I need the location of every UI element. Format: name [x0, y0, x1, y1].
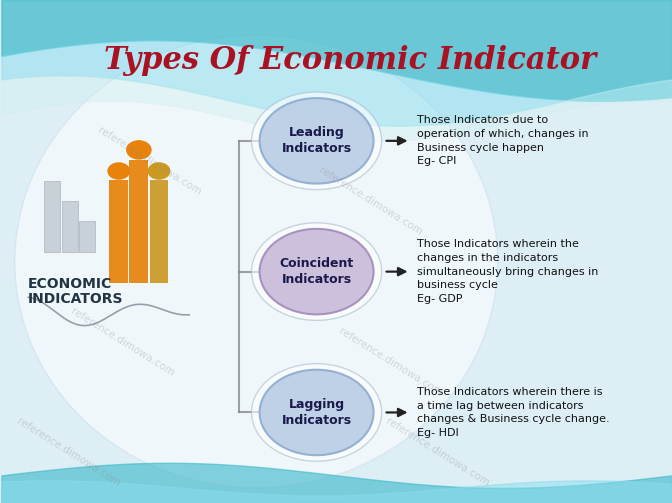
Circle shape: [108, 163, 130, 179]
Text: Types Of Economic Indicator: Types Of Economic Indicator: [104, 45, 596, 76]
Text: reference.dimowa.com: reference.dimowa.com: [69, 306, 175, 378]
FancyBboxPatch shape: [150, 180, 169, 283]
FancyBboxPatch shape: [79, 221, 95, 252]
Text: Lagging
Indicators: Lagging Indicators: [282, 398, 351, 427]
Text: reference.dimowa.com: reference.dimowa.com: [337, 326, 444, 398]
Circle shape: [259, 370, 374, 455]
Circle shape: [259, 98, 374, 184]
Text: ECONOMIC: ECONOMIC: [28, 277, 112, 291]
FancyBboxPatch shape: [62, 201, 78, 252]
FancyBboxPatch shape: [44, 181, 60, 252]
Circle shape: [127, 141, 151, 159]
Text: INDICATORS: INDICATORS: [28, 292, 124, 306]
Ellipse shape: [15, 35, 498, 488]
FancyBboxPatch shape: [130, 160, 149, 283]
Text: Those Indicators wherein the
changes in the indicators
simultaneously bring chan: Those Indicators wherein the changes in …: [417, 239, 599, 304]
Text: reference.dimowa.com: reference.dimowa.com: [384, 416, 491, 489]
Text: reference.dimowa.com: reference.dimowa.com: [317, 165, 424, 237]
Circle shape: [149, 163, 170, 179]
Text: reference.dimowa.com: reference.dimowa.com: [15, 416, 122, 489]
Circle shape: [251, 223, 382, 320]
Text: reference.dimowa.com: reference.dimowa.com: [95, 125, 202, 197]
Circle shape: [251, 364, 382, 461]
FancyBboxPatch shape: [110, 180, 128, 283]
Text: Leading
Indicators: Leading Indicators: [282, 126, 351, 155]
Text: Those Indicators due to
operation of which, changes in
Business cycle happen
Eg-: Those Indicators due to operation of whi…: [417, 116, 589, 166]
Circle shape: [259, 229, 374, 314]
Text: Coincident
Indicators: Coincident Indicators: [280, 257, 353, 286]
Text: Those Indicators wherein there is
a time lag between indicators
changes & Busine: Those Indicators wherein there is a time…: [417, 387, 610, 438]
Circle shape: [251, 92, 382, 190]
